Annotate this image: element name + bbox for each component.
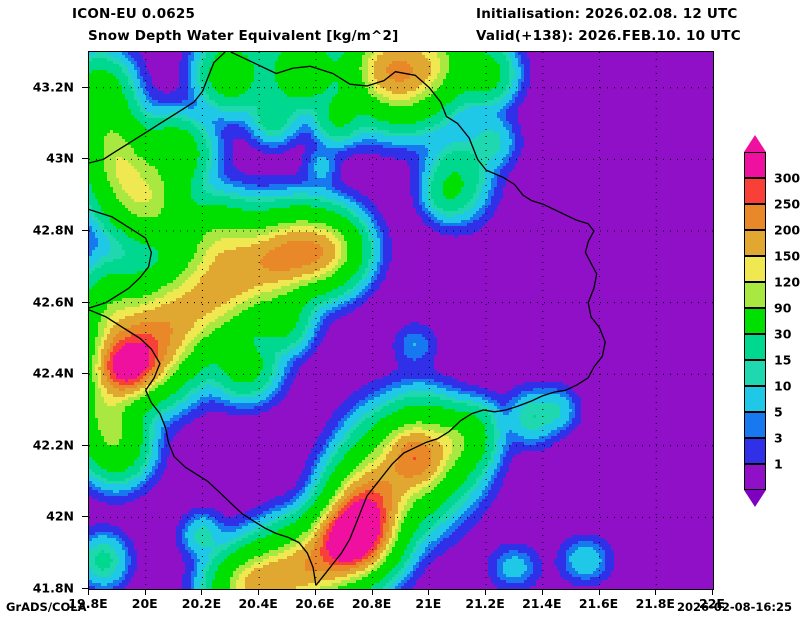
y-axis-tick-label: 43N	[46, 150, 74, 166]
x-axis-tick-label: 21.2E	[465, 596, 505, 611]
colorbar-tick-label: 90	[774, 300, 792, 316]
colorbar-tick-label: 300	[774, 170, 800, 186]
colorbar-band	[744, 230, 766, 256]
y-axis-tick-mark	[82, 588, 88, 589]
x-axis-tick-label: 22E	[699, 596, 725, 611]
colorbar-tick-label: 120	[774, 274, 800, 290]
valid-time-label: Valid(+138): 2026.FEB.10. 10 UTC	[476, 28, 741, 44]
colorbar-tick-label: 150	[774, 248, 800, 264]
x-axis-tick-mark	[88, 589, 89, 595]
colorbar-under-arrow	[744, 490, 766, 507]
colorbar-band	[744, 308, 766, 334]
y-axis-tick-label: 43.2N	[32, 79, 74, 95]
y-axis-tick-label: 42.6N	[32, 294, 74, 310]
colorbar-band	[744, 438, 766, 464]
colorbar-tick-label: 3	[774, 430, 783, 446]
x-axis-tick-label: 21.4E	[522, 596, 562, 611]
x-axis-tick-label: 20.6E	[295, 596, 335, 611]
y-axis-tick-mark	[82, 301, 88, 303]
colorbar-band	[744, 204, 766, 230]
x-axis-tick-mark	[712, 589, 713, 595]
x-axis-tick-mark	[541, 589, 543, 595]
colorbar-band	[744, 334, 766, 360]
x-axis-tick-mark	[201, 589, 203, 595]
colorbar-over-arrow	[744, 135, 766, 152]
colorbar-tick-label: 250	[774, 196, 800, 212]
parameter-title: Snow Depth Water Equivalent [kg/m^2]	[88, 28, 399, 44]
x-axis-tick-label: 20E	[131, 596, 158, 611]
x-axis-tick-label: 20.8E	[351, 596, 392, 611]
colorbar-band	[744, 256, 766, 282]
colorbar-tick-label: 30	[774, 326, 792, 342]
x-axis-tick-label: 20.2E	[181, 596, 222, 611]
x-axis-tick-label: 19.8E	[68, 596, 108, 611]
map-overlay	[89, 52, 713, 589]
x-axis-tick-mark	[314, 589, 316, 595]
y-axis-tick-label: 41.8N	[32, 580, 74, 596]
colorbar-band	[744, 282, 766, 308]
y-axis-tick-label: 42.4N	[32, 365, 74, 381]
x-axis-tick-label: 20.4E	[238, 596, 278, 611]
colorbar-tick-label: 200	[774, 222, 800, 238]
y-axis-tick-mark	[82, 516, 88, 518]
colorbar-band	[744, 464, 766, 490]
x-axis-tick-mark	[144, 589, 146, 595]
colorbar-tick-label: 15	[774, 352, 792, 368]
x-axis-tick-mark	[258, 589, 260, 595]
initialisation-label: Initialisation: 2026.02.08. 12 UTC	[476, 6, 738, 22]
y-axis-tick-label: 42N	[46, 508, 74, 524]
y-axis-tick-label: 42.8N	[32, 222, 74, 238]
contour-field	[89, 52, 713, 589]
colorbar-band	[744, 178, 766, 204]
y-axis-tick-label: 42.2N	[32, 437, 74, 453]
x-axis-tick-mark	[428, 589, 430, 595]
colorbar-band	[744, 412, 766, 438]
y-axis-tick-mark	[82, 230, 88, 231]
y-axis-tick-mark	[82, 444, 88, 446]
colorbar-band	[744, 386, 766, 412]
timestamp-label: 2026-02-08-16:25	[677, 600, 792, 614]
colorbar-band	[744, 152, 766, 178]
y-axis-tick-mark	[82, 158, 88, 160]
x-axis-tick-label: 21E	[415, 596, 442, 611]
colorbar-tick-label: 1	[774, 456, 783, 472]
y-axis-tick-mark	[82, 373, 88, 375]
x-axis-tick-mark	[485, 589, 487, 595]
x-axis-tick-mark	[655, 589, 657, 595]
credit-label: GrADS/COLA	[6, 600, 87, 614]
colorbar: 1 3 5 10 15 30 90 120 150 200 250 300	[744, 135, 800, 507]
x-axis-tick-mark	[598, 589, 600, 595]
colorbar-band	[744, 360, 766, 386]
model-title: ICON-EU 0.0625	[72, 6, 196, 22]
colorbar-tick-label: 5	[774, 404, 783, 420]
x-axis-tick-mark	[371, 589, 373, 595]
map-plot-area	[88, 51, 714, 590]
x-axis-tick-label: 21.8E	[635, 596, 675, 611]
colorbar-tick-label: 10	[774, 378, 792, 394]
x-axis-tick-label: 21.6E	[578, 596, 619, 611]
y-axis-tick-mark	[82, 86, 88, 88]
